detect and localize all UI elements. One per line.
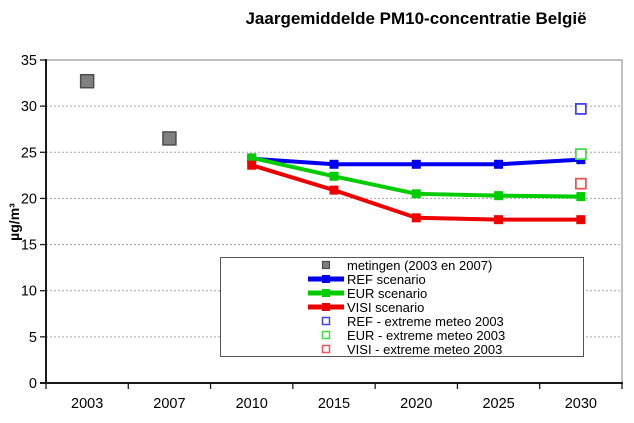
chart-title: Jaargemiddelde PM10-concentratie België	[245, 9, 587, 28]
data-point-marker	[329, 171, 339, 181]
x-tick-label: 2025	[482, 396, 514, 412]
x-tick-label: 2007	[153, 396, 185, 412]
legend-label: VISI scenario	[347, 299, 425, 315]
y-tick-label: 5	[29, 330, 37, 346]
x-tick-label: 2030	[565, 396, 597, 412]
series-visi-scenario	[247, 160, 586, 225]
legend-item-ref-scenario: REF scenario	[221, 272, 583, 286]
data-point-marker	[411, 159, 421, 169]
data-point-marker	[411, 189, 421, 199]
legend-item-metingen-2003-en-2007: metingen (2003 en 2007)	[221, 258, 583, 272]
data-point-marker	[576, 192, 586, 202]
legend-label: REF scenario	[347, 271, 426, 287]
data-point-marker	[574, 103, 587, 115]
legend-item-eur-scenario: EUR scenario	[221, 286, 583, 300]
chart-legend: metingen (2003 en 2007) REF scenario EUR s…	[220, 257, 584, 357]
x-tick-label: 2010	[236, 396, 268, 412]
legend-label: metingen (2003 en 2007)	[347, 257, 493, 273]
legend-marker-icon	[321, 344, 331, 354]
legend-label: VISI - extreme meteo 2003	[347, 341, 503, 357]
data-point-marker	[329, 159, 339, 169]
data-point-marker	[574, 148, 587, 161]
legend-marker-icon	[321, 330, 331, 340]
data-point-marker	[494, 191, 504, 201]
series-eur-extreme-meteo-2003	[574, 148, 587, 161]
legend-marker-icon	[308, 275, 344, 283]
data-point-marker	[247, 160, 257, 170]
legend-marker-icon	[308, 289, 344, 297]
series-eur-scenario	[247, 153, 586, 202]
y-tick-label: 10	[21, 284, 37, 300]
legend-label: EUR scenario	[347, 285, 428, 301]
legend-label: REF - extreme meteo 2003	[347, 313, 504, 329]
y-tick-label: 25	[21, 145, 37, 161]
series-visi-extreme-meteo-2003	[574, 177, 587, 190]
data-point-marker	[494, 159, 504, 169]
legend-marker-icon	[308, 303, 344, 311]
data-point-marker	[162, 131, 177, 146]
legend-item-eur-extreme-meteo-2003: EUR - extreme meteo 2003	[221, 328, 583, 342]
data-point-marker	[494, 215, 504, 225]
data-point-marker	[411, 213, 421, 223]
series-metingen-2003-en-2007	[79, 73, 177, 146]
series-ref-extreme-meteo-2003	[574, 103, 587, 115]
y-tick-label: 15	[21, 238, 37, 254]
y-tick-label: 20	[21, 191, 37, 207]
legend-item-visi-extreme-meteo-2003: VISI - extreme meteo 2003	[221, 342, 583, 356]
legend-marker-icon	[321, 316, 331, 326]
data-point-marker	[574, 177, 587, 190]
data-point-marker	[247, 153, 257, 163]
data-point-marker	[79, 73, 95, 89]
y-tick-label: 0	[29, 376, 37, 392]
y-tick-label: 30	[21, 99, 37, 115]
legend-label: EUR - extreme meteo 2003	[347, 327, 506, 343]
legend-item-visi-scenario: VISI scenario	[221, 300, 583, 314]
x-tick-label: 2015	[318, 396, 350, 412]
data-point-marker	[329, 185, 339, 195]
data-point-marker	[576, 215, 586, 225]
x-tick-label: 2020	[400, 396, 432, 412]
y-tick-label: 35	[21, 53, 37, 69]
legend-marker-icon	[321, 260, 331, 270]
legend-item-ref-extreme-meteo-2003: REF - extreme meteo 2003	[221, 314, 583, 328]
x-tick-label: 2003	[71, 396, 103, 412]
